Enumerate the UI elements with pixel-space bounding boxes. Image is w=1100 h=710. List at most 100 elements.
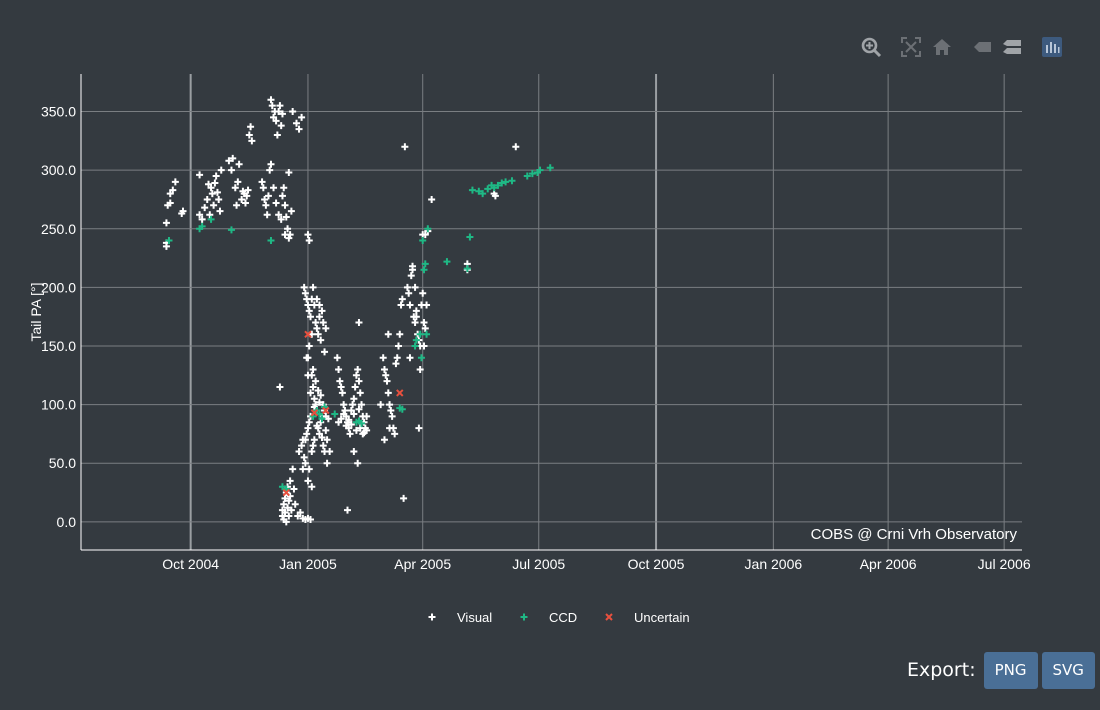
data-point [305,236,313,244]
data-point [198,215,206,223]
data-point [315,313,323,321]
data-point [343,506,351,514]
data-point [419,289,427,297]
export-svg-button[interactable]: SVG [1041,651,1095,689]
data-point [403,283,411,291]
legend-item-uncertain[interactable]: Uncertain [605,610,690,625]
data-point [301,289,309,297]
data-point [356,389,364,397]
data-point [231,184,239,192]
data-point [424,225,432,233]
data-point [285,168,293,176]
data-point [208,190,216,198]
data-point [309,383,317,391]
data-point [165,236,173,244]
plotly-logo-icon[interactable] [1041,36,1063,58]
data-point [324,415,332,423]
home-icon[interactable] [931,36,953,58]
data-point [298,113,306,121]
legend-item-ccd[interactable]: CCD [520,610,578,625]
x-tick-labels: Oct 2004 Jan 2005 Apr 2005 Jul 2005 Oct 2005… [162,556,1031,572]
data-point [379,354,387,362]
data-point [335,365,343,373]
data-point [310,395,318,403]
data-point [384,330,392,338]
data-point [201,204,209,212]
data-point [359,430,367,438]
data-point [285,512,293,520]
data-point [304,371,312,379]
y-tick-label: 300.0 [41,162,76,178]
y-tick-label: 250.0 [41,221,76,237]
data-point [416,330,424,338]
data-point [398,295,406,303]
data-point [305,307,313,315]
hover-closest-icon[interactable] [971,36,993,58]
data-point [338,389,346,397]
data-point [468,186,476,194]
data-point [386,424,394,432]
data-point [420,319,428,327]
data-point [292,119,300,127]
data-point [299,436,307,444]
hover-compare-icon[interactable] [1001,36,1023,58]
data-point [355,319,363,327]
data-point [315,301,323,309]
data-point [319,319,327,327]
data-point [391,430,399,438]
axes [80,74,1022,551]
data-point [276,383,284,391]
y-tick-labels: 0.0 50.0 100.0 150.0 200.0 250.0 300.0 350.0 [41,104,76,530]
data-point [304,330,312,338]
x-tick-label: Jan 2006 [745,556,803,572]
data-point [347,406,355,414]
data-point [277,215,285,223]
zoom-icon[interactable] [860,36,882,58]
data-point [354,365,362,373]
data-point [512,143,520,151]
legend-label: CCD [549,610,577,625]
data-point [294,512,302,520]
data-point [315,398,323,406]
data-point [322,426,330,434]
data-point [396,330,404,338]
data-point [171,178,179,186]
data-point [213,188,221,196]
data-point [318,433,326,441]
data-point [412,313,420,321]
data-point [341,406,349,414]
data-point [502,178,510,186]
data-point [421,324,429,332]
data-point [262,201,270,209]
legend-item-visual[interactable]: Visual [428,610,493,625]
data-point [305,342,313,350]
data-point [490,184,498,192]
data-point [304,231,312,239]
data-point [308,483,316,491]
export-label: Export: [907,659,976,681]
data-point [299,465,307,473]
data-point [387,406,395,414]
data-point [281,494,289,502]
data-point [248,137,256,145]
legend-marker [605,613,613,621]
data-point [318,307,326,315]
data-point [286,477,294,485]
data-point [285,234,293,242]
data-point [310,409,319,417]
data-point [267,160,275,168]
autoscale-icon[interactable] [900,36,922,58]
y-tick-label: 100.0 [41,397,76,413]
legend[interactable]: Visual CCD Uncertain [428,610,690,625]
data-point [420,266,428,274]
data-point [358,401,366,409]
x-tick-label: Oct 2005 [628,556,685,572]
data-point [335,418,343,426]
data-point [305,418,313,426]
export-png-button[interactable]: PNG [983,651,1038,689]
data-point [406,354,414,362]
data-point [227,226,235,234]
data-point [350,395,358,403]
data-point [319,442,327,450]
